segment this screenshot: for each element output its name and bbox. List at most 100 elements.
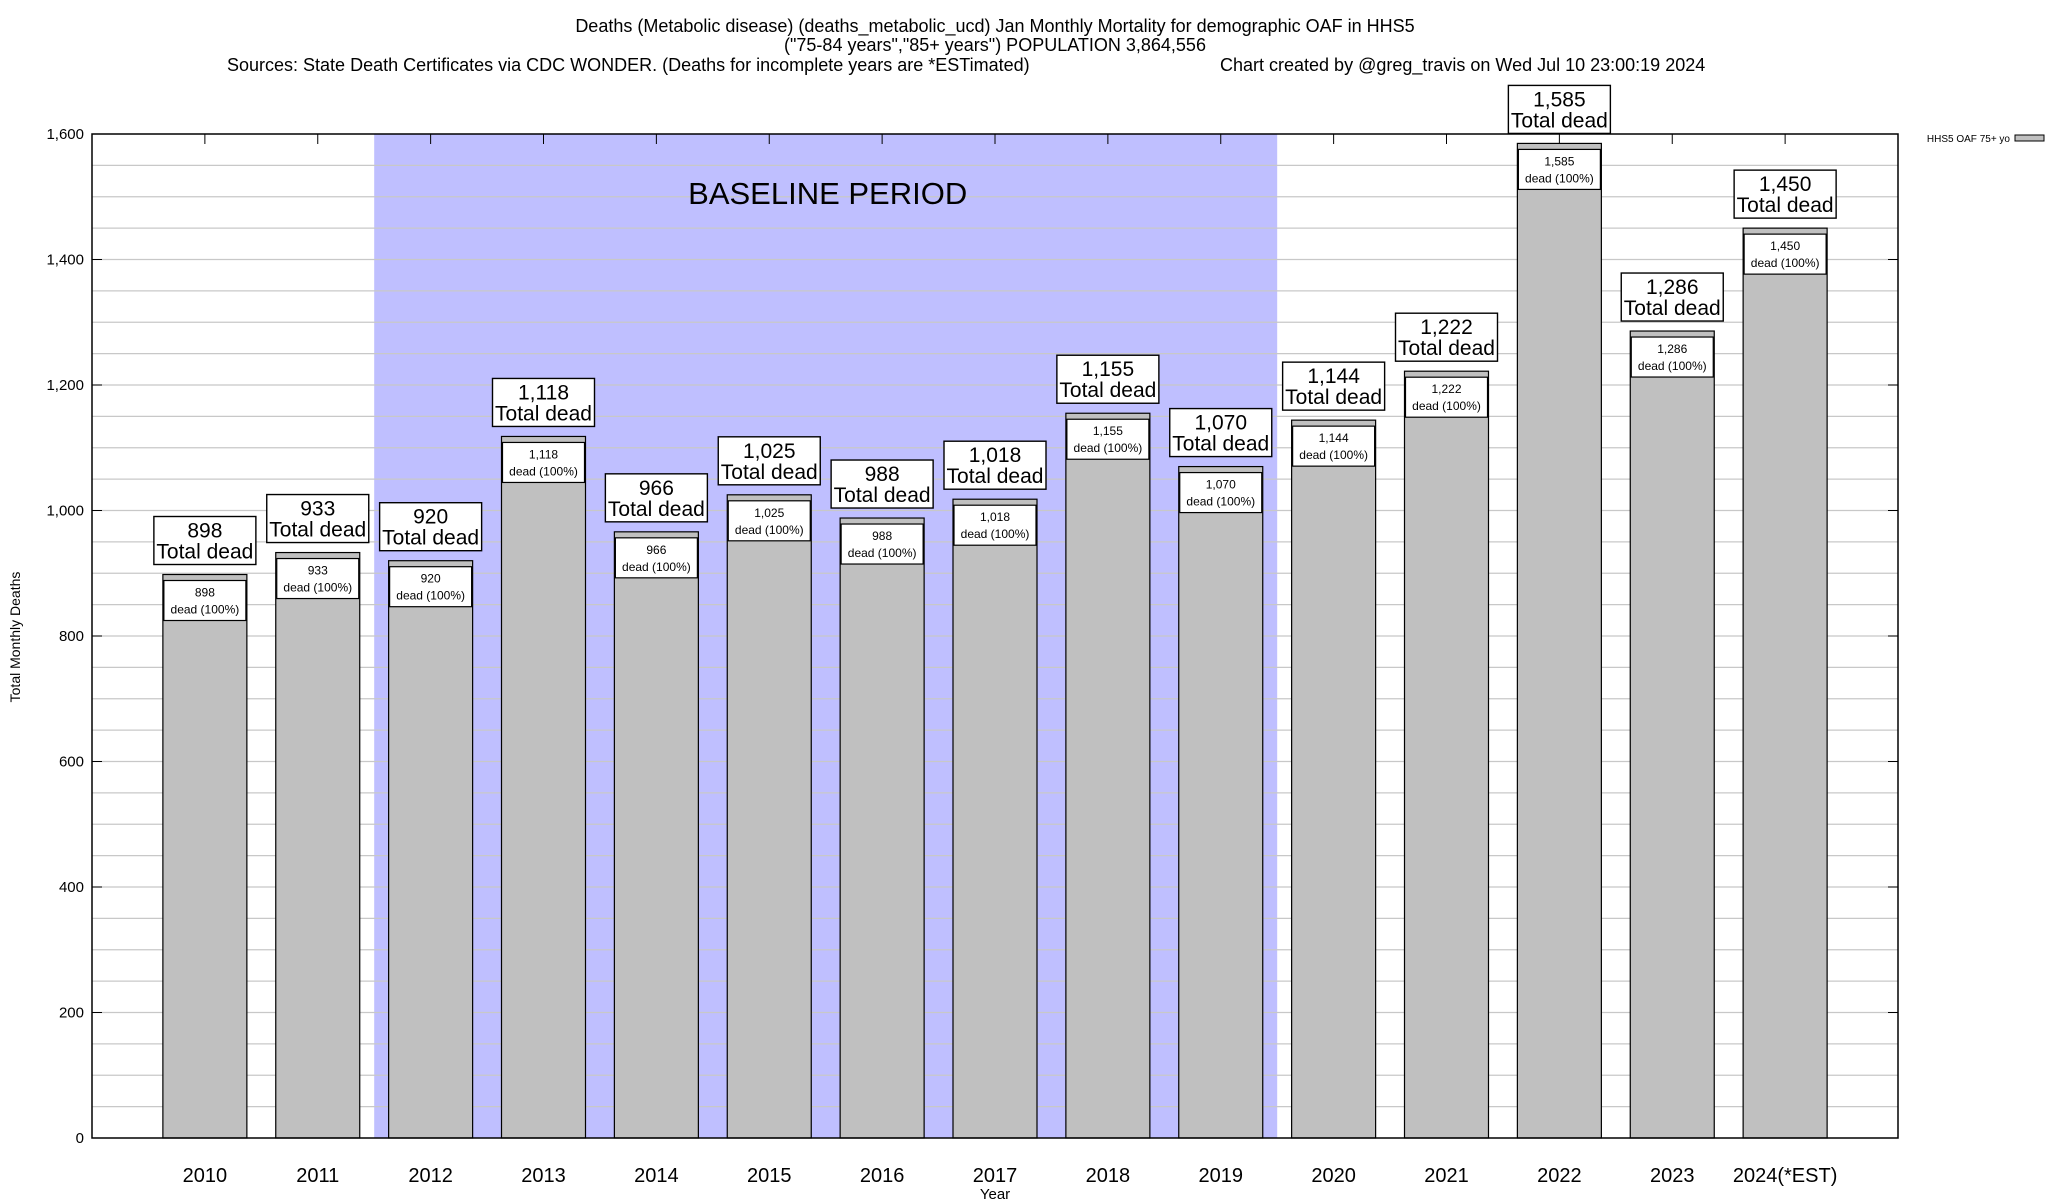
top-total-label: Total dead [608,498,705,521]
x-tick-label: 2017 [973,1165,1018,1187]
top-label-box [378,502,483,552]
inner-value-label: 1,118 [529,447,558,461]
inner-label-box [389,566,473,608]
inner-percent-label: dead (100%) [1074,441,1143,455]
inner-label-box [1517,148,1601,191]
inner-value-label: 1,025 [754,506,784,520]
x-tick-label: 2024(*EST) [1733,1165,1838,1187]
inner-value-label: 1,018 [980,510,1010,524]
y-tick-label: 1,400 [46,252,84,269]
inner-value-label: 1,222 [1431,382,1461,396]
inner-percent-label: dead (100%) [1751,256,1820,270]
inner-value-label: 933 [308,564,328,578]
x-tick-label: 2022 [1537,1165,1582,1187]
top-total-label: Total dead [382,527,479,550]
inner-percent-label: dead (100%) [396,589,465,603]
top-total-label: Total dead [1059,379,1156,402]
top-label-box [153,515,257,566]
inner-percent-label: dead (100%) [848,546,917,560]
top-value-label: 898 [187,520,222,543]
inner-label-box [1404,376,1489,418]
inner-percent-label: dead (100%) [961,527,1030,541]
x-tick-label: 2014 [634,1165,679,1187]
top-value-label: 920 [413,506,448,529]
legend-label: HHS5 OAF 75+ yo [1927,134,2011,145]
x-axis-label: Year [980,1186,1010,1200]
inner-percent-label: dead (100%) [509,464,578,478]
chart-sources: Sources: State Death Certificates via CD… [227,55,1030,75]
inner-percent-label: dead (100%) [1412,399,1481,413]
plot-frame [91,133,1899,1139]
bar-2024(*EST) [1742,227,1828,1139]
y-tick-label: 400 [59,879,84,896]
inner-percent-label: dead (100%) [1299,448,1368,462]
inner-value-label: 1,144 [1319,431,1349,445]
inner-label-box [614,537,698,579]
top-total-label: Total dead [1737,194,1834,217]
top-value-label: 1,144 [1307,365,1360,388]
chart-title-line-2: ("75-84 years","85+ years") POPULATION 3… [784,35,1206,55]
inner-percent-label: dead (100%) [1638,359,1707,373]
inner-percent-label: dead (100%) [283,581,352,595]
top-total-label: Total dead [1511,109,1608,132]
top-value-label: 1,286 [1646,276,1699,299]
top-value-label: 1,025 [743,440,796,463]
inner-label-box [276,557,360,600]
inner-value-label: 966 [646,543,666,557]
y-tick-label: 1,000 [46,503,84,520]
top-label-box [491,377,596,428]
inner-percent-label: dead (100%) [622,560,691,574]
inner-label-box [840,523,924,565]
top-value-label: 933 [300,498,335,521]
inner-value-label: 1,070 [1206,478,1236,492]
x-tick-label: 2020 [1311,1165,1356,1187]
y-tick-label: 1,600 [46,126,84,143]
top-total-label: Total dead [1398,337,1495,360]
inner-percent-label: dead (100%) [1186,495,1255,509]
chart-credit: Chart created by @greg_travis on Wed Jul… [1220,55,1705,76]
top-label-box [604,473,709,523]
top-value-label: 1,585 [1533,88,1586,111]
bar-2019 [1178,465,1264,1139]
top-total-label: Total dead [1285,386,1382,409]
legend-swatch [2014,134,2045,142]
x-tick-label: 2010 [183,1165,228,1187]
inner-label-box [953,504,1037,546]
top-total-label: Total dead [156,541,253,564]
inner-value-label: 1,155 [1093,424,1123,438]
top-value-label: 1,222 [1420,316,1473,339]
top-value-label: 1,070 [1194,412,1247,435]
inner-label-box [1066,418,1150,460]
x-tick-label: 2016 [860,1165,905,1187]
x-tick-label: 2013 [521,1165,566,1187]
x-tick-label: 2012 [408,1165,453,1187]
top-label-box [1620,272,1724,322]
top-label-box [717,436,821,486]
top-label-box [830,459,934,509]
inner-value-label: 920 [421,572,441,586]
bar-2010 [162,573,248,1139]
top-label-box [1281,361,1386,411]
bar-2020 [1291,419,1377,1139]
y-tick-label: 1,200 [46,377,84,394]
bar-2014 [613,531,699,1139]
top-label-box [943,440,1047,490]
x-tick-label: 2019 [1199,1165,1244,1187]
y-axis-label: Total Monthly Deaths [7,572,23,703]
bar-2011 [275,551,361,1139]
inner-value-label: 1,585 [1544,154,1574,168]
inner-label-box [501,441,586,484]
top-value-label: 1,118 [518,381,569,404]
top-value-label: 1,018 [969,444,1022,467]
x-tick-label: 2011 [296,1165,339,1187]
top-label-box [1507,84,1612,135]
x-tick-label: 2015 [747,1165,792,1187]
top-label-box [1056,354,1160,404]
bar-2018 [1065,412,1151,1139]
y-tick-label: 0 [76,1130,84,1147]
inner-percent-label: dead (100%) [171,603,240,617]
inner-label-box [727,500,811,542]
top-total-label: Total dead [947,465,1044,488]
top-label-box [1394,312,1499,362]
